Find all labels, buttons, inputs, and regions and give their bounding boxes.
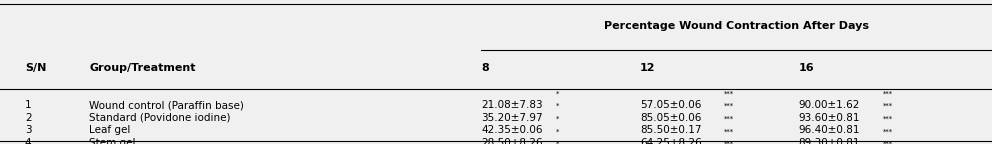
Text: 4: 4 [25, 138, 32, 144]
Text: *: * [556, 91, 558, 97]
Text: ***: *** [724, 141, 734, 144]
Text: 64.25±8.26: 64.25±8.26 [640, 138, 701, 144]
Text: *: * [556, 141, 558, 144]
Text: 1: 1 [25, 100, 32, 110]
Text: *: * [556, 128, 558, 134]
Text: ***: *** [724, 128, 734, 134]
Text: *: * [556, 116, 558, 122]
Text: *: * [556, 103, 558, 109]
Text: 21.08±7.83: 21.08±7.83 [481, 100, 543, 110]
Text: Leaf gel: Leaf gel [89, 125, 131, 135]
Text: ***: *** [883, 128, 893, 134]
Text: 89.30±0.81: 89.30±0.81 [799, 138, 860, 144]
Text: ***: *** [724, 103, 734, 109]
Text: ***: *** [883, 103, 893, 109]
Text: 85.05±0.06: 85.05±0.06 [640, 113, 701, 123]
Text: 12: 12 [640, 63, 656, 73]
Text: ***: *** [883, 116, 893, 122]
Text: ***: *** [724, 91, 734, 97]
Text: 42.35±0.06: 42.35±0.06 [481, 125, 543, 135]
Text: 96.40±0.81: 96.40±0.81 [799, 125, 860, 135]
Text: Standard (Povidone iodine): Standard (Povidone iodine) [89, 113, 231, 123]
Text: ***: *** [724, 116, 734, 122]
Text: ***: *** [883, 141, 893, 144]
Text: 93.60±0.81: 93.60±0.81 [799, 113, 860, 123]
Text: 3: 3 [25, 125, 32, 135]
Text: 35.20±7.97: 35.20±7.97 [481, 113, 543, 123]
Text: Stem gel: Stem gel [89, 138, 136, 144]
Text: S/N: S/N [25, 63, 47, 73]
Text: Group/Treatment: Group/Treatment [89, 63, 195, 73]
Text: Percentage Wound Contraction After Days: Percentage Wound Contraction After Days [604, 21, 869, 31]
Text: Wound control (Paraffin base): Wound control (Paraffin base) [89, 100, 244, 110]
Text: 90.00±1.62: 90.00±1.62 [799, 100, 860, 110]
Text: 8: 8 [481, 63, 489, 73]
Text: 28.50±8.26: 28.50±8.26 [481, 138, 543, 144]
Text: 85.50±0.17: 85.50±0.17 [640, 125, 701, 135]
Text: 16: 16 [799, 63, 814, 73]
Text: ***: *** [883, 91, 893, 97]
Text: 2: 2 [25, 113, 32, 123]
Text: 57.05±0.06: 57.05±0.06 [640, 100, 701, 110]
